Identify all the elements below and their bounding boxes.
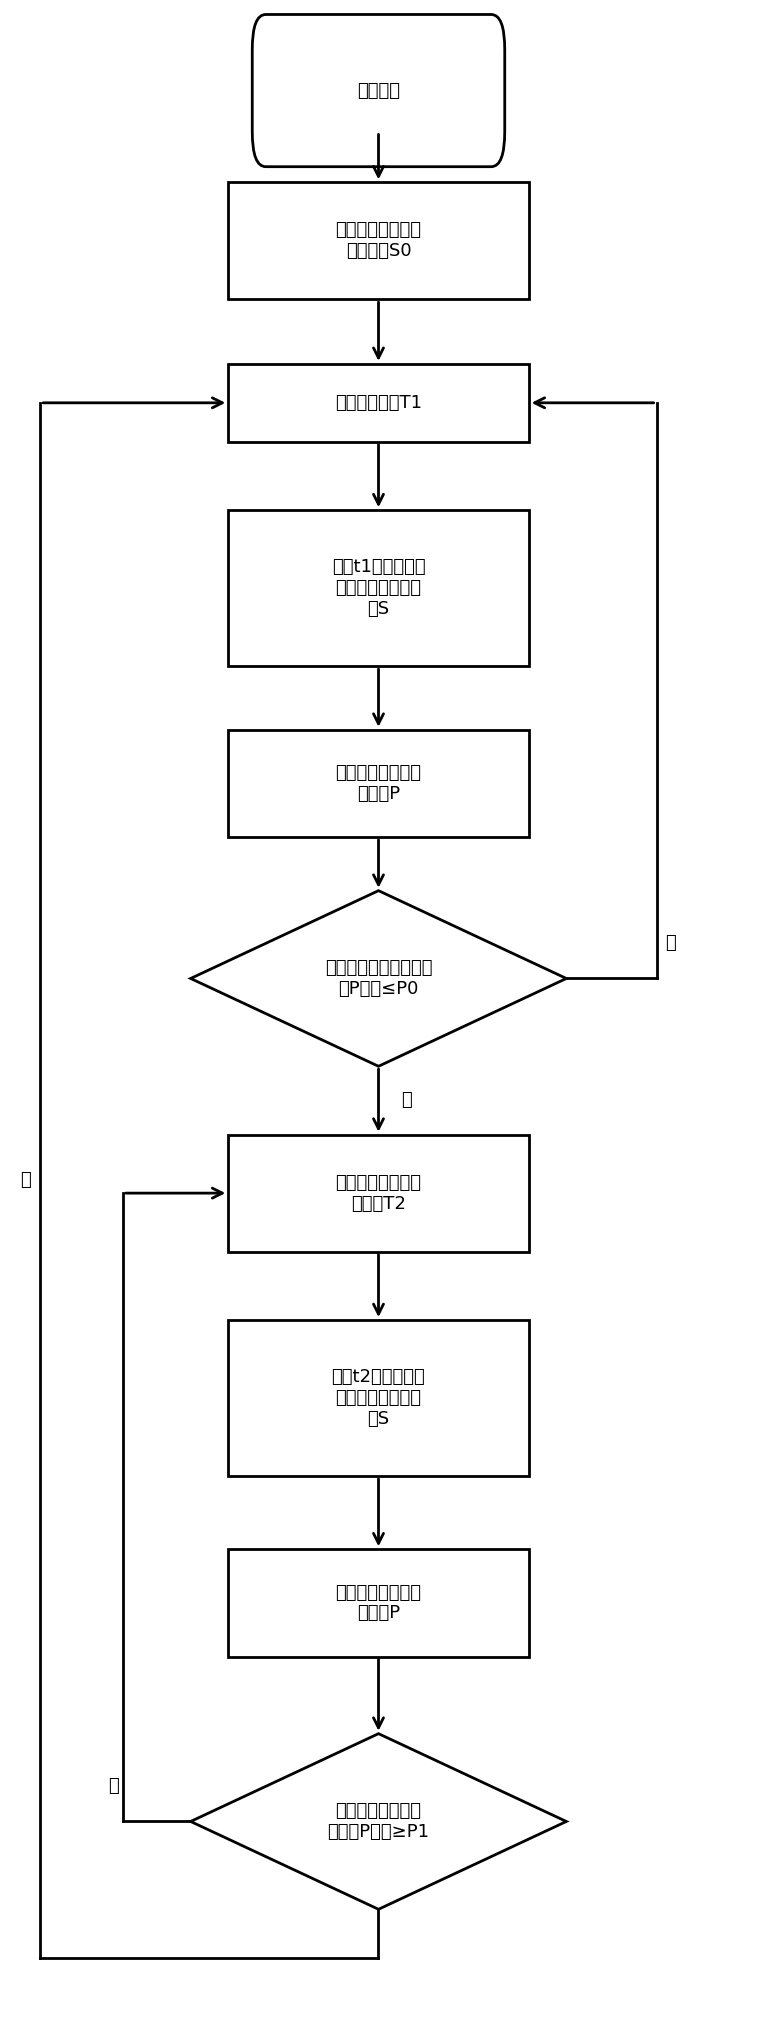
Text: 计算气味分子含量
百分比P: 计算气味分子含量 百分比P xyxy=(335,763,422,802)
Text: 计算气味分子含量
百分比P: 计算气味分子含量 百分比P xyxy=(335,1583,422,1622)
Bar xyxy=(228,364,529,442)
FancyBboxPatch shape xyxy=(252,14,505,167)
Text: 环境温度设置T1: 环境温度设置T1 xyxy=(335,395,422,411)
Text: 否: 否 xyxy=(665,934,676,952)
Text: 每隔t1时间检测一
次食品气味分子含
量S: 每隔t1时间检测一 次食品气味分子含 量S xyxy=(332,558,425,619)
Text: 检测食品初始气味
分子含量S0: 检测食品初始气味 分子含量S0 xyxy=(335,222,422,260)
Bar xyxy=(228,1549,529,1656)
Text: 是: 是 xyxy=(20,1172,31,1188)
Text: 每隔t2时间检测一
次食品气味分子含
量S: 每隔t2时间检测一 次食品气味分子含 量S xyxy=(332,1368,425,1429)
Bar xyxy=(228,1321,529,1475)
Bar xyxy=(228,1136,529,1252)
Text: 是: 是 xyxy=(401,1091,412,1109)
Polygon shape xyxy=(191,891,566,1066)
Text: 否: 否 xyxy=(108,1777,120,1795)
Text: 判断气味分子含量百分
比P是否≤P0: 判断气味分子含量百分 比P是否≤P0 xyxy=(325,958,432,997)
Text: 放入食品: 放入食品 xyxy=(357,81,400,100)
Bar xyxy=(228,511,529,665)
Bar xyxy=(228,731,529,836)
Polygon shape xyxy=(191,1734,566,1909)
Bar xyxy=(228,183,529,299)
Text: 判断气味分子含量
百分比P是否≥P1: 判断气味分子含量 百分比P是否≥P1 xyxy=(328,1803,429,1842)
Text: 自然回温或环境温
度设置T2: 自然回温或环境温 度设置T2 xyxy=(335,1174,422,1213)
